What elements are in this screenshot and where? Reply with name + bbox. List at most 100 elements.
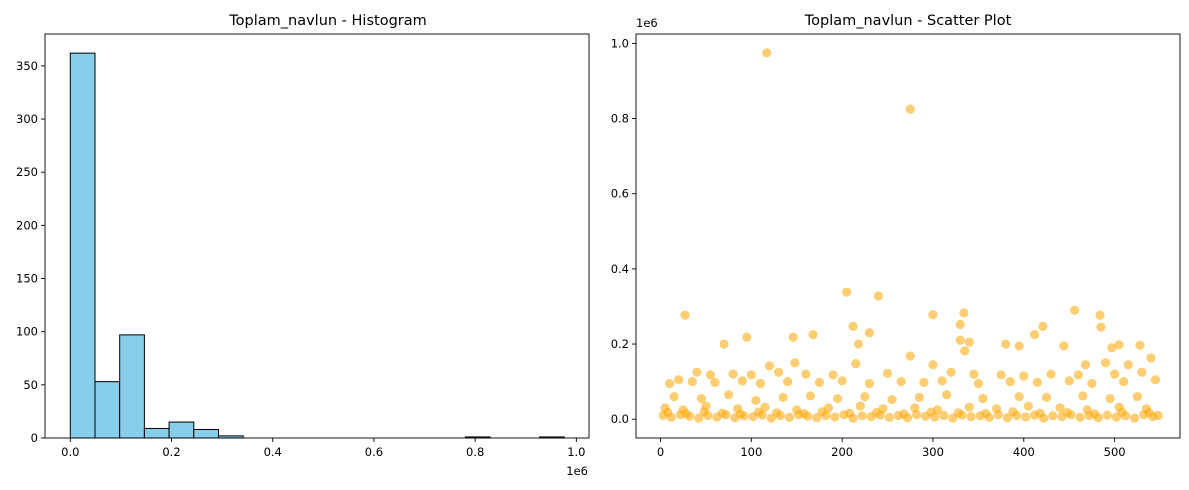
scatter-point: [669, 392, 679, 402]
scatter-point: [873, 291, 884, 301]
scatter-point: [1005, 377, 1015, 387]
scatter-y-tick-label: 0.4: [611, 262, 629, 276]
histogram-bar: [94, 381, 121, 439]
scatter-point: [928, 360, 938, 370]
scatter-point: [905, 351, 915, 361]
scatter-point: [772, 408, 782, 418]
scatter-point: [1087, 378, 1097, 389]
scatter-point: [799, 408, 809, 419]
scatter-point: [1137, 367, 1147, 377]
scatter-point: [899, 409, 909, 419]
histogram-y-tick-label: 50: [23, 378, 38, 392]
scatter-point: [1095, 310, 1105, 320]
scatter-point: [1107, 343, 1117, 353]
scatter-y-tick-label: 0.2: [611, 337, 629, 351]
scatter-point: [1062, 407, 1072, 418]
scatter-point: [960, 346, 970, 356]
scatter-x-tick-label: 300: [922, 445, 944, 459]
histogram-x-tick-label: 0.4: [264, 445, 282, 459]
scatter-point: [1102, 410, 1112, 420]
scatter-point: [812, 413, 822, 423]
scatter-point: [1059, 341, 1069, 351]
histogram-bar: [143, 427, 170, 439]
histogram-x-tick-label: 0.8: [466, 445, 484, 459]
scatter-point: [853, 339, 864, 349]
scatter-point: [857, 411, 867, 421]
scatter-point: [710, 377, 720, 387]
scatter-point: [1105, 393, 1115, 404]
scatter-point: [946, 367, 956, 377]
scatter-point: [817, 407, 827, 417]
scatter-point: [814, 377, 825, 387]
scatter-point: [828, 370, 838, 380]
scatter-point: [801, 369, 811, 379]
scatter-points: [658, 48, 1163, 423]
histogram-bar: [193, 428, 219, 439]
scatter-point: [784, 412, 795, 422]
scatter-point: [665, 378, 675, 389]
scatter-title: Toplam_navlun - Scatter Plot: [804, 13, 1012, 29]
scatter-point: [1096, 322, 1106, 332]
scatter-x-tick-label: 200: [831, 445, 853, 459]
scatter-point: [872, 407, 882, 418]
scatter-point: [1021, 412, 1031, 422]
scatter-point: [1073, 370, 1083, 380]
scatter-y-tick-label: 1.0: [611, 36, 629, 50]
scatter-point: [1114, 340, 1124, 350]
scatter-point: [717, 408, 727, 418]
histogram-y-ticks: 0 50 100 150 200 250 300 350: [16, 59, 45, 445]
histogram-x-tick-label: 0.6: [365, 445, 383, 459]
scatter-point: [1002, 413, 1013, 423]
scatter-point: [1117, 407, 1127, 417]
histogram-bar: [69, 52, 96, 439]
scatter-point: [751, 395, 761, 406]
scatter-point: [1055, 403, 1065, 413]
scatter-point: [855, 401, 865, 411]
histogram-y-tick-label: 250: [16, 165, 38, 179]
scatter-point: [705, 370, 716, 380]
scatter-point: [1014, 392, 1024, 402]
histogram-y-tick-label: 350: [16, 59, 38, 73]
scatter-point: [663, 407, 673, 418]
scatter-point: [887, 395, 897, 405]
scatter-point: [1038, 321, 1048, 331]
scatter-y-ticks: 0.0 0.2 0.4 0.6 0.8 1.0: [611, 36, 636, 426]
scatter-point: [1078, 391, 1088, 401]
scatter-y-offset-label: 1e6: [636, 16, 658, 30]
histogram-bar: [119, 334, 145, 439]
scatter-point: [1146, 353, 1156, 363]
scatter-point: [864, 378, 875, 389]
scatter-point: [1144, 408, 1154, 418]
histogram-y-tick-label: 100: [16, 325, 38, 339]
scatter-point: [969, 369, 979, 379]
scatter-point: [696, 393, 706, 404]
histogram-x-ticks: 0.0 0.2 0.4 0.6 0.8 1.0: [61, 438, 585, 459]
scatter-point: [674, 375, 684, 385]
scatter-point: [1023, 401, 1033, 411]
scatter-panel: Toplam_navlun - Scatter Plot 1e6 0.00.20…: [611, 13, 1181, 459]
scatter-point: [737, 376, 747, 386]
scatter-point: [773, 367, 784, 377]
histogram-y-tick-label: 150: [16, 272, 38, 286]
scatter-point: [882, 368, 893, 378]
histogram-x-offset-label: 1e6: [566, 464, 588, 478]
scatter-point: [896, 377, 906, 387]
scatter-point: [1080, 360, 1091, 370]
scatter-point: [808, 330, 818, 340]
scatter-point: [788, 332, 798, 342]
scatter-x-tick-label: 100: [740, 445, 762, 459]
scatter-point: [719, 339, 729, 349]
scatter-point: [837, 376, 847, 386]
histogram-bar: [168, 421, 195, 439]
scatter-point: [1090, 409, 1100, 419]
scatter-point: [1008, 407, 1018, 417]
scatter-point: [692, 367, 702, 377]
scatter-point: [973, 378, 983, 389]
scatter-point: [1035, 408, 1045, 418]
scatter-x-tick-label: 0: [657, 445, 664, 459]
scatter-point: [860, 392, 870, 402]
histogram-bars: [69, 52, 565, 439]
scatter-point: [1075, 412, 1085, 422]
histogram-y-tick-label: 200: [16, 218, 38, 232]
